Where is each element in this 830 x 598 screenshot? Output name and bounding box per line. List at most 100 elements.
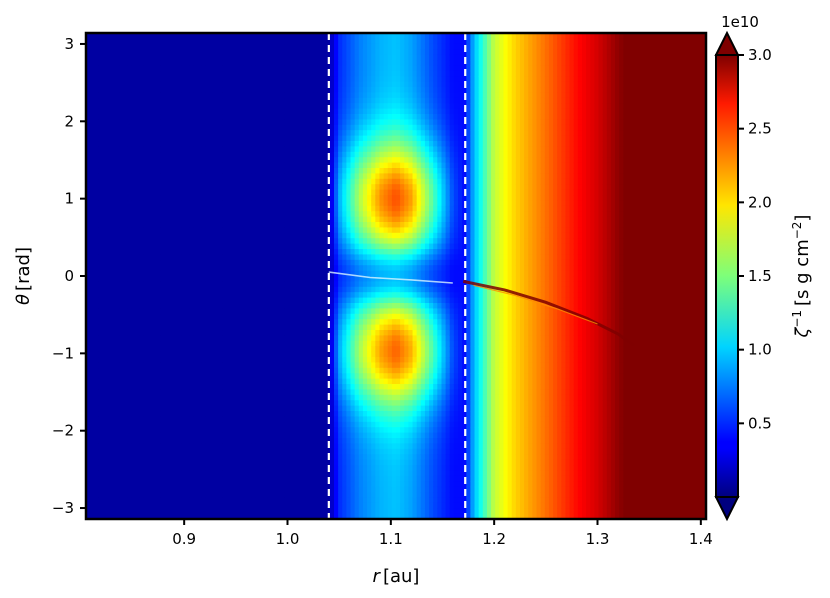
heatmap-cell	[143, 330, 149, 336]
heatmap-cell	[288, 502, 294, 509]
heatmap-cell	[255, 119, 261, 126]
heatmap-cell	[292, 465, 298, 471]
heatmap-cell	[201, 346, 207, 353]
heatmap-cell	[226, 60, 232, 66]
heatmap-cell	[226, 124, 232, 131]
heatmap-cell	[210, 205, 215, 212]
heatmap-cell	[280, 357, 285, 363]
heatmap-cell	[214, 249, 219, 255]
heatmap-cell	[251, 135, 257, 142]
heatmap-cell	[214, 265, 219, 272]
heatmap-cell	[247, 497, 252, 504]
heatmap-cell	[156, 38, 161, 45]
heatmap-cell	[181, 411, 186, 417]
heatmap-cell	[218, 162, 223, 169]
heatmap-cell	[238, 103, 244, 110]
heatmap-cell	[210, 222, 215, 228]
heatmap-cell	[181, 438, 186, 444]
heatmap-cell	[181, 259, 186, 266]
heatmap-cell	[234, 367, 240, 374]
heatmap-cell	[123, 281, 128, 288]
heatmap-cell	[230, 49, 236, 56]
heatmap-cell	[114, 211, 120, 218]
heatmap-cell	[148, 205, 153, 212]
heatmap-cell	[243, 124, 248, 131]
heatmap-cell	[272, 184, 277, 191]
heatmap-cell	[164, 475, 170, 482]
heatmap-cell	[123, 114, 128, 120]
heatmap-cell	[205, 92, 211, 99]
heatmap-cell	[139, 313, 145, 320]
heatmap-cell	[201, 400, 207, 407]
heatmap-cell	[168, 497, 174, 504]
heatmap-cell	[94, 184, 99, 191]
heatmap-cell	[156, 70, 161, 77]
heatmap-cell	[276, 65, 281, 72]
heatmap-cell	[226, 43, 232, 50]
heatmap-cell	[176, 254, 182, 261]
heatmap-cell	[243, 432, 248, 439]
heatmap-cell	[164, 481, 170, 488]
heatmap-cell	[106, 249, 112, 255]
heatmap-cell	[139, 432, 145, 439]
heatmap-cell	[238, 416, 244, 423]
heatmap-cell	[247, 162, 252, 169]
heatmap-cell	[164, 411, 170, 417]
heatmap-cell	[280, 384, 285, 390]
heatmap-cell	[218, 124, 223, 131]
heatmap-cell	[214, 454, 219, 461]
heatmap-cell	[98, 384, 104, 390]
heatmap-cell	[205, 330, 211, 336]
heatmap-cell	[267, 184, 273, 191]
heatmap-cell	[127, 205, 133, 212]
heatmap-cell	[276, 502, 281, 509]
heatmap-cell	[226, 351, 232, 358]
heatmap-cell	[98, 259, 104, 266]
heatmap-cell	[90, 81, 95, 88]
heatmap-cell	[251, 459, 257, 466]
heatmap-cell	[102, 43, 108, 50]
heatmap-cell	[139, 492, 145, 498]
heatmap-cell	[135, 270, 141, 277]
heatmap-cell	[172, 389, 178, 396]
heatmap-cell	[152, 421, 157, 428]
heatmap-cell	[230, 157, 236, 164]
heatmap-cell	[230, 65, 236, 72]
heatmap-cell	[86, 330, 91, 336]
heatmap-cell	[259, 427, 265, 434]
heatmap-cell	[292, 448, 298, 455]
heatmap-cell	[148, 459, 153, 466]
heatmap-cell	[263, 378, 269, 385]
heatmap-cell	[300, 178, 306, 185]
heatmap-cell	[296, 475, 302, 482]
heatmap-cell	[251, 292, 257, 299]
heatmap-cell	[114, 362, 120, 369]
heatmap-cell	[94, 394, 99, 401]
heatmap-cell	[90, 324, 95, 331]
heatmap-cell	[313, 60, 319, 66]
heatmap-cell	[218, 324, 223, 331]
heatmap-cell	[86, 492, 91, 498]
heatmap-cell	[152, 65, 157, 72]
heatmap-cell	[181, 443, 186, 450]
heatmap-cell	[123, 157, 128, 164]
heatmap-cell	[205, 497, 211, 504]
heatmap-cell	[86, 454, 91, 461]
heatmap-cell	[185, 54, 190, 61]
heatmap-cell	[123, 357, 128, 363]
heatmap-cell	[288, 92, 294, 99]
heatmap-cell	[280, 475, 285, 482]
heatmap-cell	[156, 114, 161, 120]
heatmap-cell	[176, 475, 182, 482]
heatmap-cell	[172, 243, 178, 250]
heatmap-cell	[251, 178, 257, 185]
heatmap-cell	[98, 465, 104, 471]
heatmap-cell	[305, 189, 310, 196]
heatmap-cell	[284, 222, 290, 228]
heatmap-cell	[243, 308, 248, 315]
heatmap-cell	[90, 313, 95, 320]
heatmap-cell	[205, 303, 211, 309]
heatmap-cell	[106, 189, 112, 196]
heatmap-cell	[114, 49, 120, 56]
heatmap-cell	[110, 313, 116, 320]
